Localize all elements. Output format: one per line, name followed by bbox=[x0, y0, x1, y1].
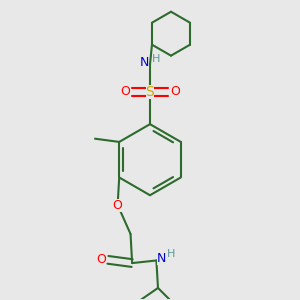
Text: O: O bbox=[170, 85, 180, 98]
Text: N: N bbox=[157, 252, 166, 266]
Text: O: O bbox=[120, 85, 130, 98]
Text: N: N bbox=[140, 56, 149, 69]
Text: H: H bbox=[167, 249, 176, 259]
Text: O: O bbox=[112, 199, 122, 212]
Text: H: H bbox=[152, 54, 160, 64]
Text: O: O bbox=[96, 253, 106, 266]
Text: S: S bbox=[146, 85, 154, 99]
